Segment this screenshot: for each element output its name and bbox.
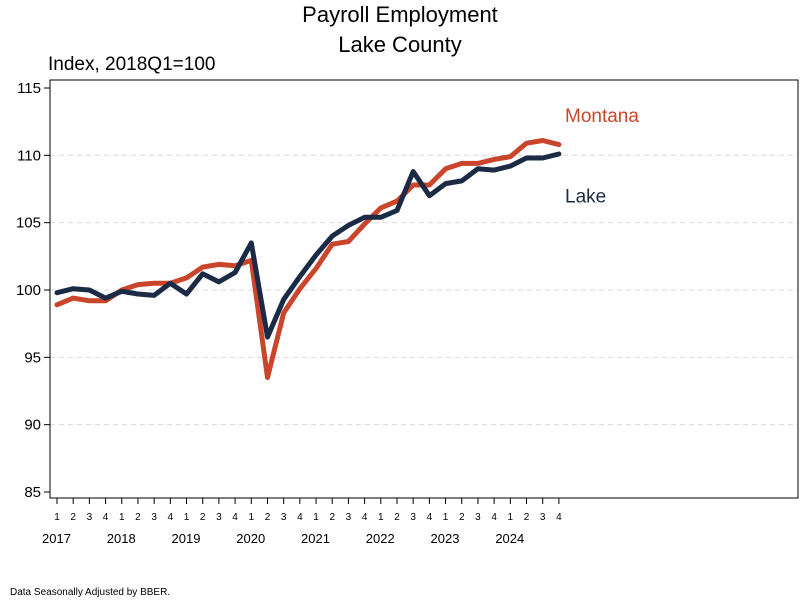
- x-quarter-label: 1: [443, 512, 449, 523]
- x-quarter-label: 1: [508, 512, 514, 523]
- x-quarter-label: 4: [427, 512, 433, 523]
- x-quarter-label: 3: [281, 512, 287, 523]
- x-year-label: 2022: [366, 531, 395, 546]
- x-quarter-label: 4: [232, 512, 238, 523]
- x-quarter-label: 3: [216, 512, 222, 523]
- x-quarter-label: 3: [540, 512, 546, 523]
- x-quarter-label: 1: [248, 512, 254, 523]
- x-quarter-label: 1: [313, 512, 319, 523]
- chart-title: Payroll Employment: [302, 2, 498, 27]
- y-axis-ticks: 85 90 95 100 105 110 115: [16, 80, 50, 501]
- y-tick-label: 95: [24, 349, 41, 366]
- x-quarter-label: 2: [329, 512, 335, 523]
- x-quarter-label: 2: [135, 512, 141, 523]
- x-quarter-label: 3: [87, 512, 93, 523]
- x-quarter-label: 4: [297, 512, 303, 523]
- x-quarter-label: 4: [103, 512, 109, 523]
- chart-subtitle: Lake County: [338, 32, 462, 57]
- x-quarter-label: 3: [475, 512, 481, 523]
- x-quarter-label: 3: [151, 512, 157, 523]
- x-quarter-label: 2: [70, 512, 76, 523]
- y-tick-label: 85: [24, 484, 41, 501]
- x-year-label: 2023: [431, 531, 460, 546]
- series-line-montana: [54, 138, 562, 380]
- y-tick-label: 110: [17, 147, 41, 164]
- x-quarter-label: 2: [394, 512, 400, 523]
- x-quarter-label: 2: [265, 512, 271, 523]
- y-tick-label: 100: [16, 282, 41, 299]
- x-quarter-label: 2: [459, 512, 465, 523]
- x-quarter-label: 1: [184, 512, 190, 523]
- x-year-label: 2021: [301, 531, 330, 546]
- x-quarter-label: 4: [168, 512, 174, 523]
- plot-frame: [49, 79, 799, 499]
- x-quarter-label: 1: [378, 512, 384, 523]
- series-line-lake: [54, 151, 562, 340]
- x-quarter-label: 2: [524, 512, 530, 523]
- x-year-label: 2019: [172, 531, 201, 546]
- y-tick-label: 115: [17, 80, 41, 97]
- x-year-label: 2018: [107, 531, 136, 546]
- series-labels: Montana Lake: [565, 106, 639, 208]
- gridlines: [50, 154, 798, 426]
- series-label-montana: Montana: [565, 106, 639, 127]
- x-year-label: 2020: [236, 531, 265, 546]
- x-quarter-label: 4: [491, 512, 497, 523]
- footnote: Data Seasonally Adjusted by BBER.: [10, 587, 170, 598]
- x-quarter-label: 2: [200, 512, 206, 523]
- y-axis-label: Index, 2018Q1=100: [48, 54, 215, 75]
- x-quarter-label: 4: [556, 512, 562, 523]
- x-quarter-label: 1: [54, 512, 60, 523]
- y-tick-label: 105: [16, 215, 41, 232]
- series-label-lake: Lake: [565, 187, 606, 208]
- x-quarter-label: 3: [346, 512, 352, 523]
- series-lines: [54, 138, 562, 380]
- x-quarter-label: 4: [362, 512, 368, 523]
- x-year-label: 2024: [495, 531, 524, 546]
- x-quarter-label: 1: [119, 512, 125, 523]
- x-year-label: 2017: [42, 531, 71, 546]
- x-quarter-label: 3: [410, 512, 416, 523]
- y-tick-label: 90: [24, 417, 41, 434]
